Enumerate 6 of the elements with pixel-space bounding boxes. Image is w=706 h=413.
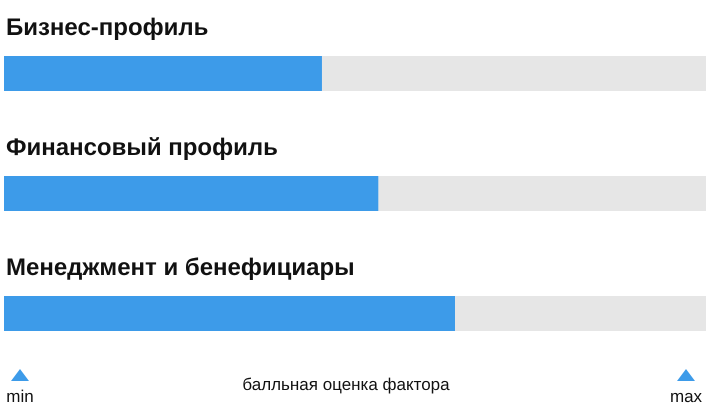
text: min xyxy=(6,387,34,406)
x-axis-title: балльная оценка фактора xyxy=(242,375,450,394)
text: max xyxy=(670,387,703,406)
y-tick-label: Финансовый профиль xyxy=(6,134,278,161)
y-tick-label: Менеджмент и бенефициары xyxy=(6,254,355,281)
y-tick-label: Бизнес-профиль xyxy=(6,14,208,41)
